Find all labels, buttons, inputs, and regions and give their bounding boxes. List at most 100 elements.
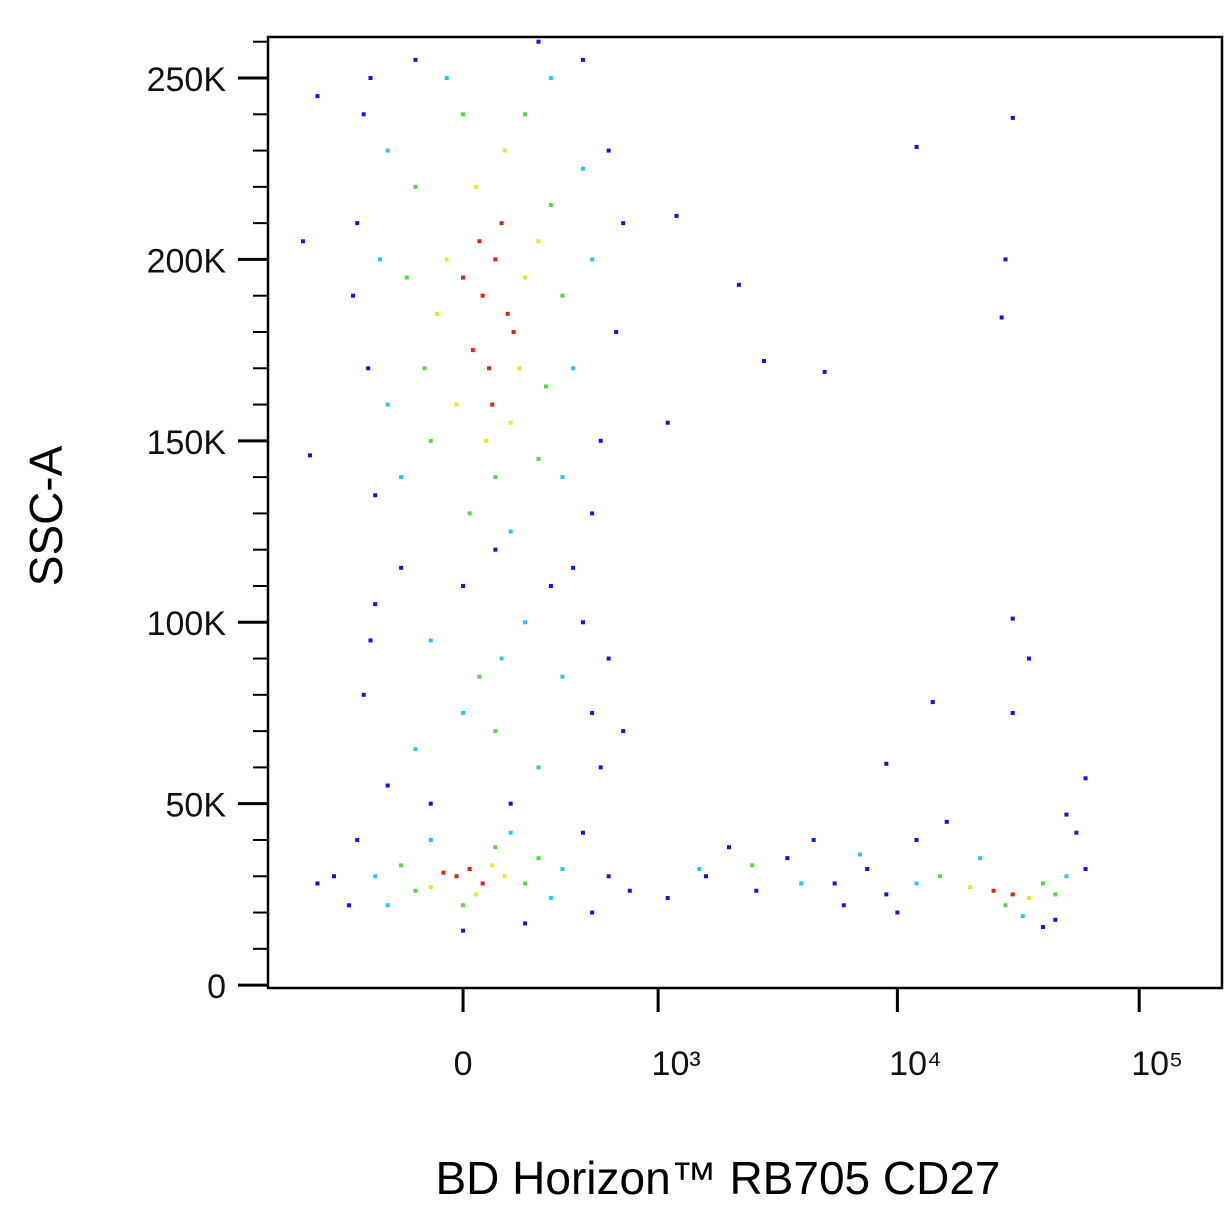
event-dot [470,348,475,353]
event-dot [726,845,731,850]
x-tick-label: 10⁵ [1131,1045,1183,1083]
event-dot [606,656,611,661]
event-dot [621,221,626,226]
event-dot [590,511,595,516]
plot-frame [266,35,1224,990]
event-dot [799,881,804,886]
y-tick-label: 0 [207,968,226,1006]
y-tick-label: 100K [147,605,227,643]
x-tick-label: 10⁴ [889,1045,941,1083]
event-dot [413,888,418,893]
event-dot [621,729,626,734]
event-dot [536,856,541,861]
event-dot [580,57,585,62]
event-dot [697,866,702,871]
event-dot [331,874,336,879]
event-dot [361,112,366,117]
event-dot [461,583,466,588]
event-dot [937,874,942,879]
event-dot [1064,874,1069,879]
event-dot [385,903,390,908]
event-dot [404,275,409,280]
event-dot [580,166,585,171]
event-dot [785,856,790,861]
event-dot [598,765,603,770]
event-dot [373,602,378,607]
event-dot [999,315,1004,320]
event-dot [493,475,498,480]
event-dot [413,747,418,752]
event-dot [590,910,595,915]
event-dot [355,837,360,842]
event-dot [580,620,585,625]
y-tick-label: 50K [166,787,227,825]
event-dot [307,453,312,458]
event-dot [571,565,576,570]
event-dot [493,845,498,850]
event-dot [441,870,446,875]
event-dot [385,402,390,407]
event-dot [511,329,516,334]
event-dot [750,863,755,868]
event-dot [368,76,373,81]
event-dot [991,888,996,893]
event-dot [385,148,390,153]
event-dot [1040,925,1045,930]
event-dot [493,257,498,262]
event-dot [508,801,513,806]
event-dot [560,293,565,298]
event-dot [857,852,862,857]
event-dot [505,311,510,316]
event-dot [832,881,837,886]
event-dot [474,184,479,189]
event-dot [590,257,595,262]
event-dot [366,366,371,371]
event-dot [1020,914,1025,919]
y-tick-label: 150K [147,424,227,462]
event-dot [548,76,553,81]
event-dot [1083,776,1088,781]
event-dot [483,438,488,443]
event-dot [1010,616,1015,621]
event-dot [884,761,889,766]
event-dot [517,366,522,371]
event-dot [477,239,482,244]
event-dot [665,896,670,901]
event-dot [703,874,708,879]
event-dot [523,620,528,625]
event-dot [895,910,900,915]
event-dot [480,881,485,886]
event-dot [536,765,541,770]
event-dot [428,837,433,842]
event-dot [461,710,466,715]
event-dot [1026,896,1031,901]
event-dot [674,213,679,218]
event-dot [1026,656,1031,661]
event-dot [499,221,504,226]
event-dot [461,903,466,908]
event-dot [490,863,495,868]
event-dot [865,866,870,871]
event-dot [355,221,360,226]
event-dot [548,896,553,901]
event-dot [346,903,351,908]
event-dot [428,885,433,890]
event-dot [598,438,603,443]
y-axis-title: SSC-A [20,445,72,586]
event-dot [461,112,466,117]
x-axis-title: BD Horizon™ RB705 CD27 [435,1152,1000,1204]
event-dot [523,881,528,886]
event-dot [1064,812,1069,817]
event-dot [368,638,373,643]
event-dot [1003,257,1008,262]
event-dot [536,239,541,244]
event-dot [508,529,513,534]
event-dot [508,830,513,835]
event-dot [762,359,767,364]
event-dot [590,710,595,715]
event-dot [1010,710,1015,715]
event-dot [665,420,670,425]
event-dot [413,184,418,189]
event-dot [399,863,404,868]
